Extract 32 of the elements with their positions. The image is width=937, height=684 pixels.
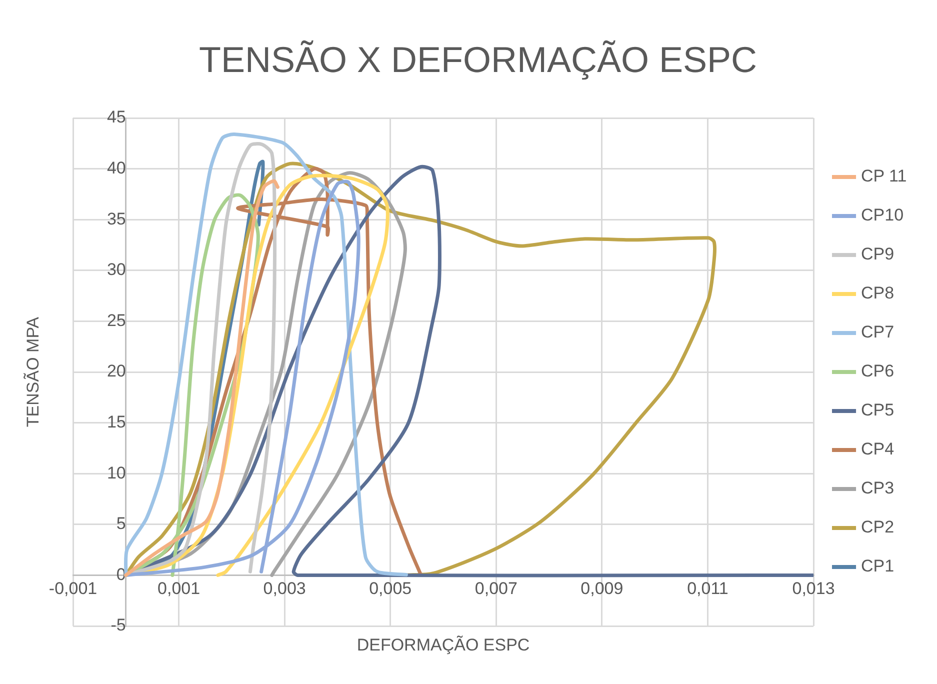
x-tick-label: 0,011 [687,579,728,598]
y-axis-title: TENSÃO MPA [24,316,43,428]
y-tick-label: 10 [106,463,126,482]
x-tick-label: 0,009 [580,579,624,598]
x-tick-label: 0,003 [263,579,306,598]
y-tick-label: 30 [106,260,126,280]
x-axis-title: DEFORMAÇÃO ESPC [356,636,530,655]
legend-label: CP7 [861,322,894,342]
x-tick-label: 0,013 [792,579,835,598]
x-tick-label: -0,001 [48,579,98,598]
legend-label: CP10 [861,206,904,225]
legend-label: CP4 [861,440,894,459]
y-tick-label: 25 [106,310,126,330]
legend-label: CP8 [861,284,894,303]
legend-label: CP3 [861,478,894,498]
legend-label: CP2 [861,518,894,537]
y-tick-label: 35 [106,209,126,228]
legend-label: CP9 [861,244,894,264]
y-tick-label: 5 [116,514,126,534]
legend-label: CP1 [861,556,894,576]
y-tick-label: -5 [110,616,126,635]
legend-label: CP6 [861,362,894,381]
x-tick-label: 0,007 [474,579,518,598]
x-tick-label: 0,005 [369,579,412,598]
y-tick-label: 40 [106,158,126,178]
legend-label: CP 11 [861,166,907,186]
chart-title: TENSÃO X DEFORMAÇÃO ESPC [198,38,758,80]
y-tick-label: 45 [106,108,126,127]
y-tick-label: 15 [106,412,126,432]
legend-label: CP5 [861,400,894,420]
x-tick-label: 0,001 [158,579,200,598]
y-tick-label: 20 [106,362,126,381]
